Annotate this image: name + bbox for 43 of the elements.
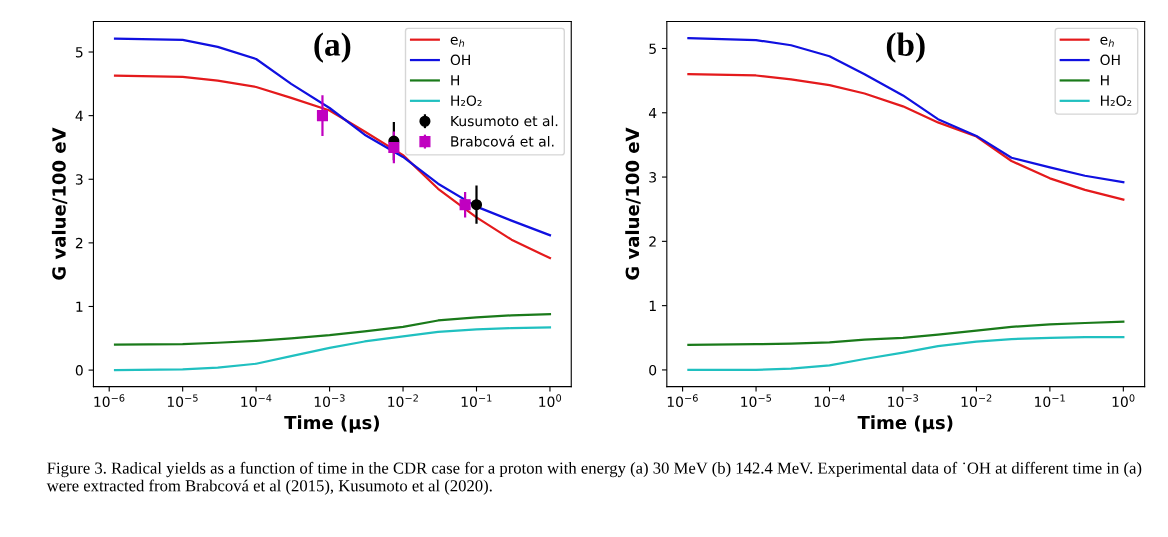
y-tick-label: 1 (76, 301, 83, 312)
legend-label: Kusumoto et al. (451, 115, 558, 127)
x-tick-label: 10$^{−1}$ (1035, 394, 1065, 408)
x-tick-label: 10$^{−4}$ (814, 394, 845, 408)
legend-label: H (1100, 75, 1109, 86)
legend-label: H₂O₂ (1100, 95, 1132, 106)
legend-label: OH (1100, 54, 1120, 66)
x-tick-label: 10$^{−6}$ (667, 394, 698, 408)
y-tick-label: 3 (75, 174, 83, 185)
x-tick-label: 10$^{−1}$ (461, 394, 492, 408)
x-tick-label: 10$^{−5}$ (167, 394, 198, 408)
x-tick-label: 10$^{−2}$ (961, 394, 992, 408)
x-axis-title: Time (μs) (857, 415, 953, 433)
y-axis-title: G value/100 eV (51, 127, 68, 280)
legend-label: e$_{h}$ (450, 36, 465, 47)
x-tick-label: 10$^{−5}$ (741, 394, 772, 408)
y-tick-label: 5 (75, 47, 83, 58)
legend-label: OH (450, 54, 470, 66)
legend-label: Brabcová et al. (451, 135, 554, 147)
y-tick-label: 1 (649, 300, 656, 311)
legend-label: H (451, 75, 460, 86)
y-tick-label: 5 (649, 43, 656, 54)
legend-label: H₂O₂ (451, 95, 482, 106)
x-tick-label: 10$^{−3}$ (888, 394, 918, 408)
y-tick-label: 2 (75, 237, 83, 249)
x-tick-label: 10$^{0}$ (1112, 394, 1135, 408)
y-tick-label: 2 (649, 236, 656, 247)
x-tick-label: 10$^{−4}$ (241, 394, 272, 408)
caption: Figure 3. Radical yields as a function of time in the CDR case for a proton with energy (a) 30 MeV (b) 142.4 MeV. Experimental data of ˙OH at different time in (a) were extracted from Brabcová et al (2015), Kusumoto et al (2020). (46, 461, 1142, 495)
legend-label: e$_{h}$ (1100, 36, 1114, 47)
x-axis-title: Time (μs) (284, 415, 379, 433)
x-tick-label: 10$^{−3}$ (314, 394, 345, 408)
x-tick-label: 10$^{0}$ (539, 394, 562, 408)
chart-title: (b) (886, 32, 925, 63)
x-tick-label: 10$^{−2}$ (388, 394, 418, 408)
x-tick-label: 10$^{−6}$ (94, 394, 125, 408)
y-axis-title: G value/100 eV (625, 127, 641, 280)
y-tick-label: 3 (649, 172, 656, 183)
chart-title: (a) (314, 32, 351, 63)
y-tick-label: 4 (75, 110, 83, 121)
y-tick-label: 0 (75, 365, 83, 376)
y-tick-label: 4 (648, 107, 657, 119)
y-tick-label: 0 (649, 364, 657, 376)
